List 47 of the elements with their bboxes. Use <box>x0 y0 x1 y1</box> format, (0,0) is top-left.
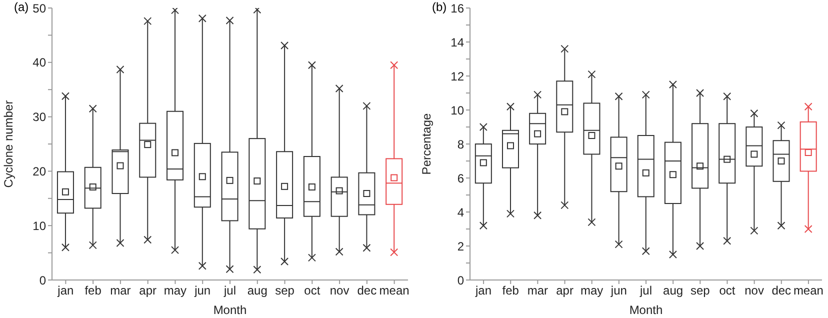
x-tick-label: mean <box>379 284 410 298</box>
x-tick-label: aug <box>663 284 684 298</box>
y-tick-label: 10 <box>32 218 46 233</box>
x-tick-label: jul <box>222 284 236 298</box>
chart-title: (a) <box>14 0 29 14</box>
y-tick-label: 40 <box>32 56 46 70</box>
x-tick-label: jul <box>638 284 652 298</box>
y-tick-label: 12 <box>450 69 464 84</box>
x-tick-label: sep <box>690 284 710 298</box>
x-tick-label: mar <box>527 284 548 298</box>
x-tick-label: apr <box>556 284 574 298</box>
x-tick-label: oct <box>719 284 736 298</box>
x-tick-label: jun <box>194 284 211 298</box>
y-tick-label: 10 <box>450 103 464 118</box>
y-axis-title: Percentage <box>419 112 434 175</box>
x-tick-label: jan <box>56 284 74 298</box>
y-tick-label: 2 <box>457 239 464 254</box>
x-tick-label: nov <box>744 284 764 298</box>
x-tick-label: may <box>580 284 604 298</box>
x-tick-label: dec <box>357 284 377 298</box>
y-tick-label: 0 <box>457 273 464 288</box>
x-tick-label: mar <box>110 284 131 298</box>
chart-title: (b) <box>432 0 447 14</box>
x-tick-label: may <box>164 284 187 298</box>
x-tick-label: mean <box>793 284 824 298</box>
y-tick-label: 16 <box>450 1 464 16</box>
x-tick-label: apr <box>139 284 157 298</box>
y-tick-label: 50 <box>32 1 46 16</box>
x-tick-label: dec <box>772 284 792 298</box>
x-tick-label: oct <box>304 284 321 298</box>
x-tick-label: nov <box>330 284 350 298</box>
y-tick-label: 4 <box>457 205 464 220</box>
x-tick-label: jan <box>474 284 492 298</box>
x-axis-title: Month <box>213 303 247 317</box>
y-axis-title: Cyclone number <box>1 100 16 188</box>
x-tick-label: aug <box>247 284 268 298</box>
x-axis-title: Month <box>629 303 663 317</box>
x-tick-label: feb <box>502 284 520 298</box>
y-tick-label: 14 <box>450 35 464 50</box>
y-tick-label: 6 <box>457 171 464 186</box>
x-tick-label: jun <box>610 284 627 298</box>
y-tick-label: 0 <box>39 273 46 288</box>
x-tick-label: feb <box>84 284 102 298</box>
x-tick-label: sep <box>275 284 295 298</box>
y-tick-label: 8 <box>457 137 464 152</box>
y-tick-label: 30 <box>32 110 46 124</box>
y-tick-label: 20 <box>32 164 46 178</box>
